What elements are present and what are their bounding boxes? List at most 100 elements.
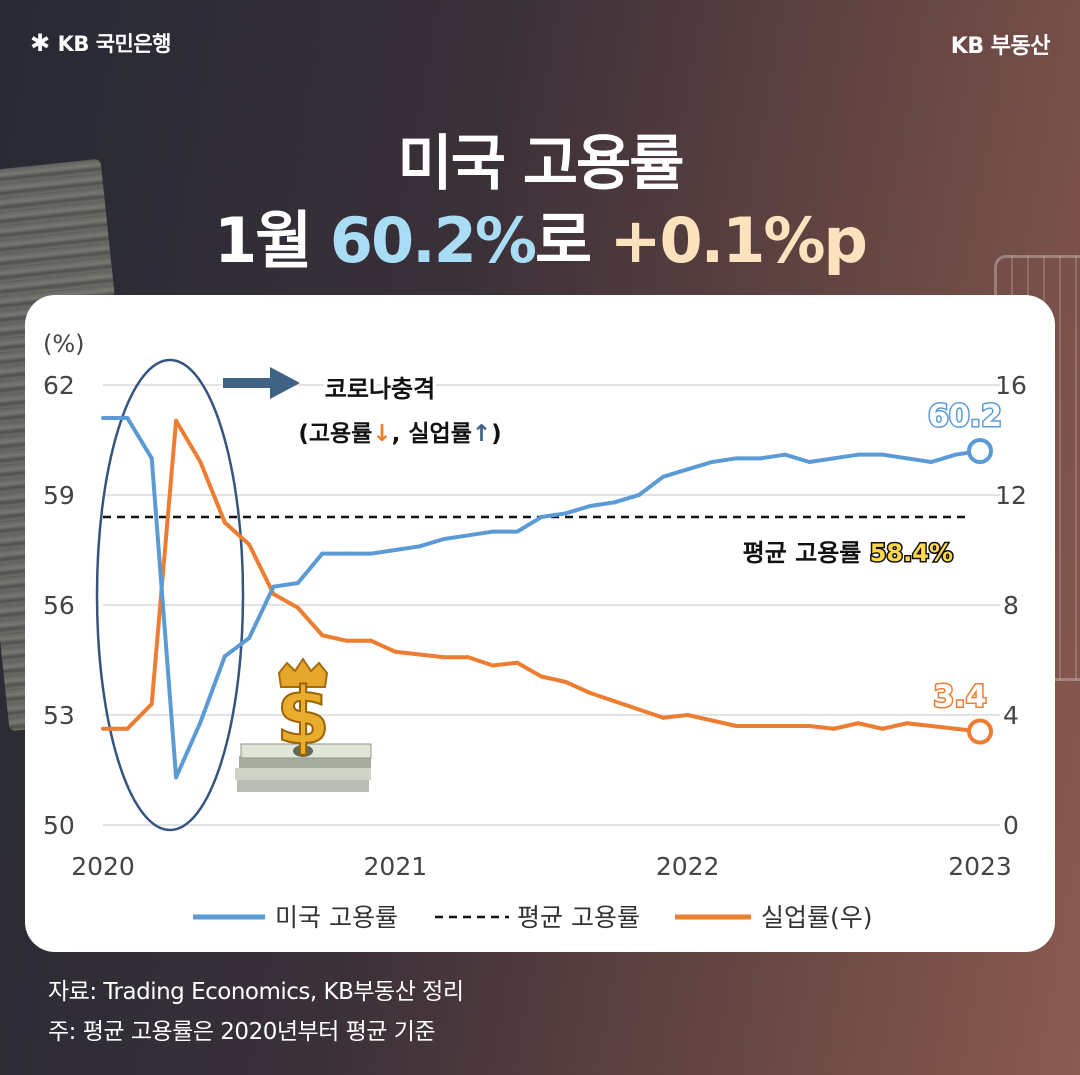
y-left-tick-label: 62 <box>43 371 75 400</box>
employment-point <box>758 456 763 461</box>
employment-point <box>539 515 544 519</box>
unemployment-point <box>758 724 763 728</box>
unemployment-point <box>466 655 471 660</box>
unemployment-point <box>783 724 788 728</box>
unemployment-point <box>685 713 690 717</box>
employment-point <box>563 511 568 516</box>
unemployment-point <box>904 721 909 726</box>
unemployment-point <box>417 652 422 657</box>
employment-point <box>904 456 909 461</box>
covid-annotation-suffix: ) <box>491 421 502 447</box>
legend-employment-label: 미국 고용률 <box>275 903 398 932</box>
employment-point <box>734 456 739 461</box>
employment-point <box>417 544 422 549</box>
unemployment-point <box>515 660 520 665</box>
employment-end-marker <box>967 438 993 464</box>
y-axis-unit: (%) <box>43 330 85 358</box>
unemployment-point <box>490 663 495 668</box>
employment-point <box>588 504 593 508</box>
source-note: 자료: Trading Economics, KB부동산 정리 <box>48 979 464 1005</box>
covid-annotation-prefix: (고용률 <box>298 421 372 447</box>
employment-point <box>295 581 300 585</box>
employment-point <box>612 500 617 505</box>
unemployment-point <box>320 633 325 638</box>
employment-point <box>271 584 276 589</box>
x-tick-label: 2021 <box>364 852 428 881</box>
unemployment-point <box>344 638 349 643</box>
unemployment-point <box>222 520 227 525</box>
headline-value: 60.2% <box>329 204 537 277</box>
employment-point <box>929 460 934 464</box>
headline-particle: 로 <box>534 204 610 277</box>
unemployment-point <box>393 649 398 654</box>
y-right-tick-label: 4 <box>1003 701 1019 730</box>
unemployment-point <box>198 460 203 464</box>
unemployment-point <box>929 724 934 728</box>
covid-annotation-title: 코로나충격 <box>325 375 435 403</box>
average-label-text: 평균 고용률 <box>743 539 862 567</box>
employment-point <box>710 460 715 464</box>
footnote: 주: 평균 고용률은 2020년부터 평균 기준 <box>48 1019 436 1045</box>
employment-point <box>661 474 666 479</box>
x-tick-label: 2020 <box>71 852 135 881</box>
grid-lines <box>103 384 1000 826</box>
headline-month: 1월 <box>214 204 330 277</box>
x-tick-label: 2023 <box>948 852 1012 881</box>
unemployment-point <box>247 542 252 547</box>
employment-point <box>198 720 203 725</box>
chart-panel: (%) 62 59 56 53 50 16 12 8 4 0 2020 2021 2022 2023 $ 코… <box>25 295 1055 952</box>
unemployment-point <box>125 726 130 731</box>
unemployment-point <box>953 726 958 731</box>
employment-point <box>515 529 520 534</box>
employment-point <box>393 548 398 552</box>
unemployment-point <box>807 724 812 728</box>
x-tick-label: 2022 <box>656 852 720 881</box>
employment-point <box>880 452 885 457</box>
unemployment-point <box>442 655 447 660</box>
unemployment-point <box>539 674 544 679</box>
series-lines: 3.4 60.2 <box>101 398 1004 780</box>
employment-point <box>101 416 105 420</box>
unemployment-point <box>368 638 373 643</box>
dollar-crown-decoration: $ <box>235 657 372 792</box>
headline-change: +0.1%p <box>609 204 868 277</box>
up-arrow-icon: ↑ <box>472 421 491 447</box>
employment-point <box>442 537 447 541</box>
y-right-tick-label: 16 <box>995 371 1027 400</box>
employment-point <box>125 416 130 420</box>
average-label-value: 58.4% <box>870 539 953 567</box>
svg-text:$: $ <box>276 672 330 762</box>
unemployment-point <box>661 715 666 720</box>
legend-unemployment-label: 실업률(우) <box>761 903 873 932</box>
unemployment-point <box>295 605 300 610</box>
employment-point <box>856 452 861 457</box>
unemployment-point <box>149 702 154 706</box>
y-right-tick-label: 8 <box>1003 591 1019 620</box>
employment-point <box>490 529 495 534</box>
employment-chart: (%) 62 59 56 53 50 16 12 8 4 0 2020 2021 2022 2023 $ 코… <box>43 330 1027 932</box>
unemployment-point <box>636 707 641 712</box>
y-left-tick-label: 59 <box>43 481 75 510</box>
employment-point <box>222 654 227 659</box>
y-left-tick-label: 53 <box>43 701 75 730</box>
unemployment-point <box>101 726 105 731</box>
kb-kookmin-logo[interactable]: ✱ KB 국민은행 <box>30 28 171 58</box>
employment-point <box>466 533 471 538</box>
covid-arrow-icon <box>223 367 300 399</box>
unemployment-point <box>710 718 715 723</box>
unemployment-point <box>734 724 739 728</box>
kb-realestate-logo[interactable]: KB 부동산 <box>950 34 1051 59</box>
employment-point <box>685 467 690 472</box>
y-left-tick-label: 56 <box>43 591 75 620</box>
headline-title: 미국 고용률 <box>397 129 685 199</box>
employment-point <box>807 460 812 464</box>
unemployment-point <box>563 680 568 684</box>
y-right-tick-label: 12 <box>995 481 1027 510</box>
unemployment-point <box>831 726 836 731</box>
covid-annotation-mid: , 실업률 <box>392 421 472 447</box>
axis-ticks: (%) 62 59 56 53 50 16 12 8 4 0 2020 2021 2022 2023 <box>43 330 1027 881</box>
y-right-tick-label: 0 <box>1003 811 1019 840</box>
unemployment-end-label: 3.4 <box>933 680 986 715</box>
employment-point <box>344 551 349 556</box>
down-arrow-icon: ↓ <box>372 421 391 447</box>
